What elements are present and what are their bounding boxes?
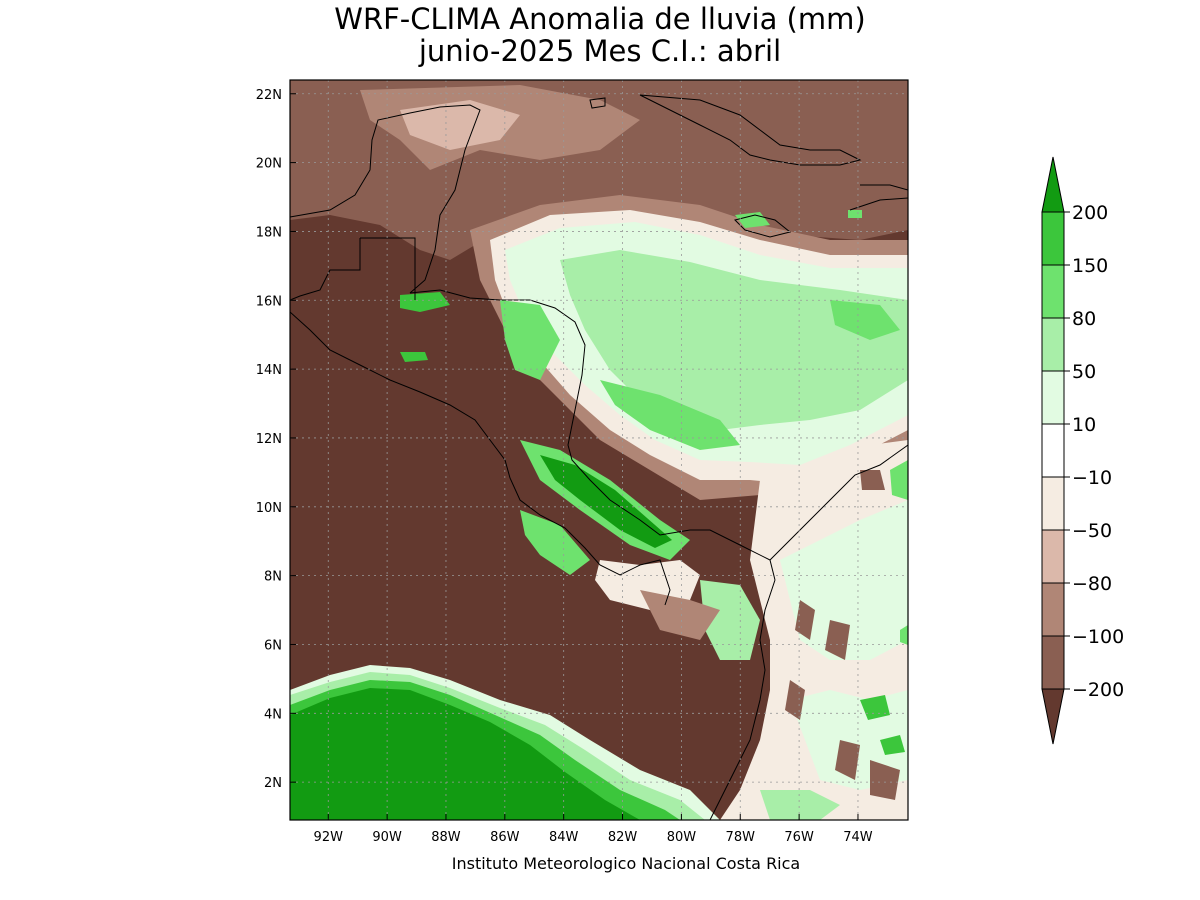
x-tick-label: 86W: [490, 830, 520, 845]
x-tick-label: 92W: [314, 830, 344, 845]
y-tick-label: 4N: [264, 707, 282, 722]
anomaly-field: [290, 80, 908, 820]
y-tick-label: 22N: [256, 88, 282, 103]
chart-title: WRF-CLIMA Anomalia de lluvia (mm): [334, 2, 866, 36]
x-tick-label: 84W: [549, 830, 579, 845]
colorbar-box: [1041, 529, 1065, 584]
colorbar-label: −80: [1072, 573, 1112, 595]
colorbar-label: 200: [1072, 202, 1108, 224]
colorbar-box: [1041, 264, 1065, 319]
x-tick-label: 78W: [726, 830, 756, 845]
y-tick-label: 10N: [256, 501, 282, 516]
colorbar-label: 150: [1072, 255, 1108, 277]
x-tick-label: 80W: [667, 830, 697, 845]
colorbar-label: −200: [1072, 679, 1124, 701]
y-tick-label: 6N: [264, 638, 282, 653]
colorbar-box: [1041, 370, 1065, 425]
colorbar-label: 50: [1072, 361, 1096, 383]
colorbar-top-arrow: [1041, 156, 1065, 213]
credit-text: Instituto Meteorologico Nacional Costa R…: [452, 854, 800, 873]
y-tick-label: 2N: [264, 776, 282, 791]
x-tick-label: 90W: [372, 830, 402, 845]
y-tick-label: 12N: [256, 432, 282, 447]
x-tick-label: 88W: [431, 830, 461, 845]
colorbar-label: −10: [1072, 467, 1112, 489]
chart-subtitle: junio-2025 Mes C.I.: abril: [418, 34, 782, 68]
graticule: [290, 80, 908, 820]
colorbar-label: 10: [1072, 414, 1096, 436]
longitude-axis: 92W 90W 88W 86W 84W 82W 80W 78W 76W 74W: [314, 814, 873, 845]
x-tick-label: 74W: [843, 830, 873, 845]
y-tick-label: 16N: [256, 294, 282, 309]
colorbar-box: [1041, 476, 1065, 531]
colorbar-box: [1041, 211, 1065, 266]
y-tick-label: 14N: [256, 363, 282, 378]
y-tick-label: 18N: [256, 225, 282, 240]
colorbar-box: [1041, 582, 1065, 637]
x-tick-label: 76W: [784, 830, 814, 845]
colorbar-label: −50: [1072, 520, 1112, 542]
colorbar: 200 150 80 50 10 −10 −50 −80 −100 −200: [1041, 156, 1124, 745]
colorbar-box: [1041, 317, 1065, 372]
colorbar-box: [1041, 635, 1065, 690]
colorbar-box: [1041, 423, 1065, 478]
colorbar-label: −100: [1072, 626, 1124, 648]
colorbar-label: 80: [1072, 308, 1096, 330]
x-tick-label: 82W: [608, 830, 638, 845]
map-frame: [289, 79, 909, 821]
latitude-axis: 2N 4N 6N 8N 10N 12N 14N 16N 18N 20N 22N: [256, 88, 296, 791]
y-tick-label: 20N: [256, 157, 282, 172]
colorbar-bottom-arrow: [1041, 688, 1065, 745]
y-tick-label: 8N: [264, 570, 282, 585]
